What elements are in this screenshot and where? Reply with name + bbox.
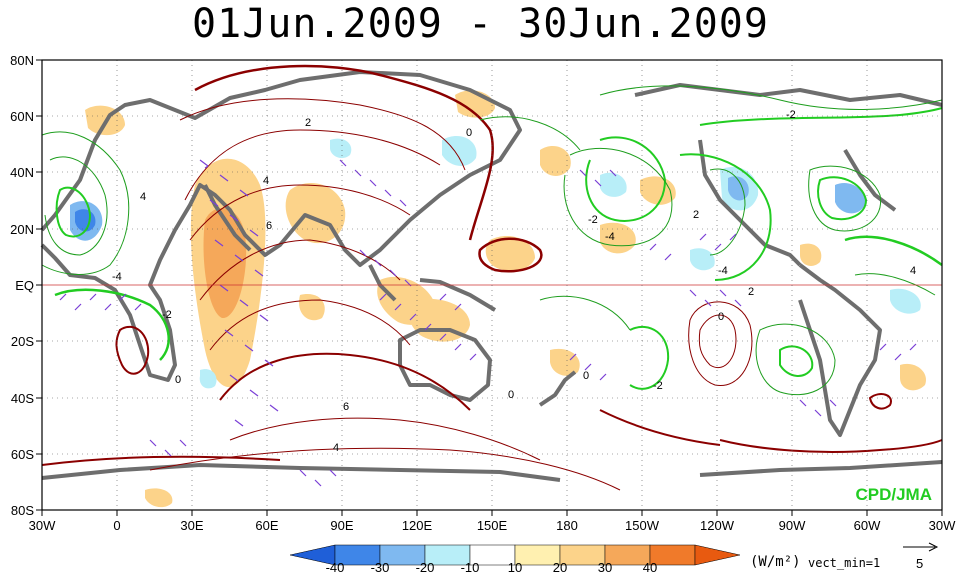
colorbar-tick: -40 xyxy=(326,560,345,575)
colorbar-tick: 30 xyxy=(598,560,612,575)
olr-anomaly-shading xyxy=(70,90,926,508)
reference-vector-arrowhead xyxy=(928,542,939,552)
latitude-labels: 80N 60N 40N 20N EQ 20S 40S 60S 80S xyxy=(10,53,34,518)
colorbar-tick: -10 xyxy=(461,560,480,575)
vector-min-label: vect_min=1 xyxy=(808,556,880,570)
colorbar-tick: 10 xyxy=(508,560,522,575)
contour-label: -4 xyxy=(718,265,728,277)
lat-label: 60S xyxy=(11,447,34,462)
lat-label: 80N xyxy=(10,53,34,68)
lat-label: 20S xyxy=(11,334,34,349)
axis-ticks xyxy=(36,59,943,516)
lon-label: 150W xyxy=(625,518,660,533)
contour-label: 6 xyxy=(266,220,272,232)
lon-label: 0 xyxy=(113,518,120,533)
colorbar: -40 -30 -20 -10 10 20 30 40 (W/m²) vect_… xyxy=(289,542,939,575)
contour-label: 4 xyxy=(910,265,916,277)
contour-label: 0 xyxy=(583,370,589,382)
contour-label: 0 xyxy=(508,389,514,401)
wind-vectors xyxy=(59,159,917,487)
lon-label: 30E xyxy=(180,518,203,533)
colorbar-tick: -20 xyxy=(416,560,435,575)
credit-label: CPD/JMA xyxy=(855,485,932,504)
contour-label: 0 xyxy=(718,311,724,323)
lat-lon-grid xyxy=(42,60,942,510)
contour-label: 4 xyxy=(140,191,146,203)
lat-label: 20N xyxy=(10,222,34,237)
contour-label: 4 xyxy=(263,175,269,187)
contour-label: 4 xyxy=(333,442,339,454)
colorbar-tick: -30 xyxy=(371,560,390,575)
map-title: 01Jun.2009 - 30Jun.2009 xyxy=(192,1,769,47)
lon-label: 60E xyxy=(255,518,278,533)
colorbar-tick: 20 xyxy=(553,560,567,575)
lon-label: 120E xyxy=(402,518,433,533)
lon-label: 90W xyxy=(779,518,806,533)
colorbar-cell xyxy=(694,544,741,566)
contour-label: 0 xyxy=(466,127,472,139)
contour-label: -2 xyxy=(588,214,598,226)
colorbar-tick: 40 xyxy=(643,560,657,575)
lon-label: 150E xyxy=(477,518,508,533)
lon-label: 30W xyxy=(929,518,956,533)
lat-label: 60N xyxy=(10,109,34,124)
lat-label: 40N xyxy=(10,165,34,180)
reference-vector-label: 5 xyxy=(916,556,923,571)
contour-label: 2 xyxy=(748,286,754,298)
colorbar-unit: (W/m²) xyxy=(750,554,801,570)
contour-label: 2 xyxy=(305,117,311,129)
contour-label: -4 xyxy=(112,271,122,283)
contour-label: 6 xyxy=(343,401,349,413)
lon-label: 90E xyxy=(330,518,353,533)
lat-label: 80S xyxy=(11,503,34,518)
contour-label: -4 xyxy=(605,231,615,243)
lon-label: 30W xyxy=(29,518,56,533)
contour-labels: 2 0 -2 4 6 -4 -2 0 4 -2 2 -2 -4 4 -4 0 0… xyxy=(112,109,916,454)
lon-label: 60W xyxy=(854,518,881,533)
contour-label: -2 xyxy=(162,309,172,321)
lat-label: 40S xyxy=(11,391,34,406)
contour-label: -2 xyxy=(786,109,796,121)
contour-label: 2 xyxy=(693,209,699,221)
lon-label: 180 xyxy=(556,518,578,533)
lon-label: 120W xyxy=(700,518,735,533)
longitude-labels: 30W 0 30E 60E 90E 120E 150E 180 150W 120… xyxy=(29,518,956,533)
coastlines xyxy=(40,70,943,482)
lat-label: EQ xyxy=(15,278,34,293)
contour-label: -2 xyxy=(653,380,663,392)
contour-label: 0 xyxy=(175,374,181,386)
